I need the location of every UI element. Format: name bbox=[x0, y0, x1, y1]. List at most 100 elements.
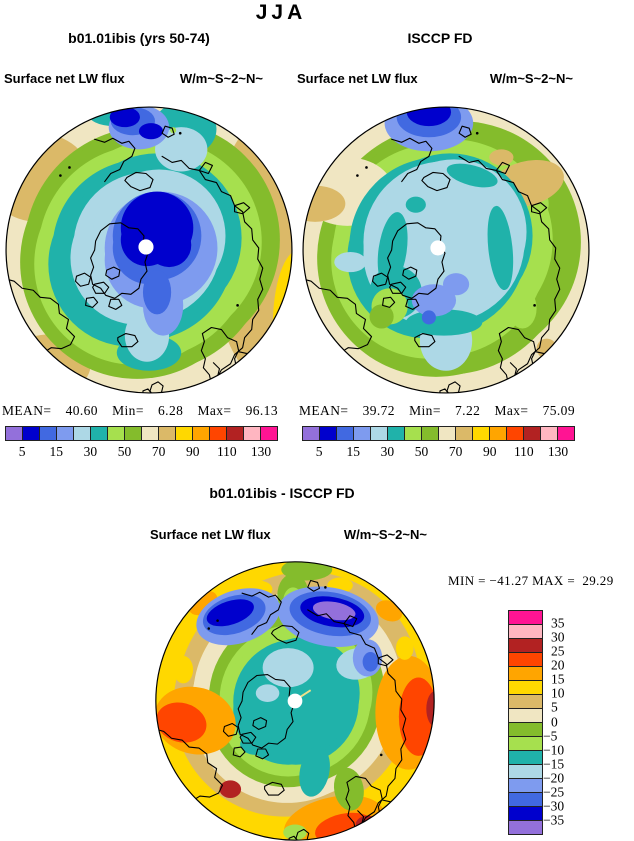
model-units-label: W/m~S~2~N~ bbox=[179, 71, 263, 86]
colorbar-tick-label: 90 bbox=[482, 444, 497, 459]
diff-colorbar bbox=[508, 610, 543, 835]
colorbar-cell bbox=[404, 427, 421, 440]
colorbar-tick-label: 50 bbox=[117, 444, 132, 459]
colorbar-tick-label: −25 bbox=[543, 784, 565, 800]
colorbar-cell bbox=[509, 666, 542, 680]
colorbar-tick-label: −15 bbox=[543, 756, 565, 772]
model-max-value: 96.13 bbox=[245, 403, 278, 418]
colorbar-cell bbox=[336, 427, 353, 440]
colorbar-cell bbox=[209, 427, 226, 440]
colorbar-tick-label: 25 bbox=[551, 643, 565, 659]
model-mean-label: MEAN= bbox=[2, 403, 52, 418]
colorbar-tick-label: 30 bbox=[551, 629, 565, 645]
obs-stats-row: MEAN= 39.72 Min= 7.22 Max= 75.09 bbox=[299, 403, 575, 419]
pole-dot bbox=[138, 239, 154, 255]
colorbar-cell bbox=[90, 427, 107, 440]
colorbar-cell bbox=[509, 792, 542, 806]
model-colorbar bbox=[5, 426, 278, 441]
colorbar-cell bbox=[506, 427, 523, 440]
colorbar-tick-label: 90 bbox=[185, 444, 200, 459]
colorbar-cell bbox=[158, 427, 175, 440]
diff-minmax-label: MIN = −41.27 MAX = 29.29 bbox=[448, 573, 614, 588]
obs-mean-value: 39.72 bbox=[362, 403, 395, 418]
pole-dot bbox=[287, 693, 303, 709]
colorbar-cell bbox=[509, 611, 542, 624]
colorbar-cell bbox=[260, 427, 277, 440]
colorbar-cell bbox=[509, 624, 542, 638]
colorbar-cell bbox=[509, 736, 542, 750]
colorbar-tick-label: 15 bbox=[551, 671, 565, 687]
colorbar-cell bbox=[387, 427, 404, 440]
model-map bbox=[5, 106, 293, 394]
colorbar-tick-label: 50 bbox=[414, 444, 429, 459]
colorbar-tick-label: 30 bbox=[380, 444, 395, 459]
colorbar-cell bbox=[509, 806, 542, 820]
model-min-label: Min= bbox=[112, 403, 144, 418]
colorbar-tick-label: 15 bbox=[49, 444, 63, 459]
colorbar-tick-label: 0 bbox=[551, 714, 558, 730]
model-stats-row: MEAN= 40.60 Min= 6.28 Max= 96.13 bbox=[2, 403, 278, 419]
model-colorbar-ticks: 5 15 30 50 70 90 110 130 bbox=[5, 444, 278, 460]
diff-colorbar-ticks: 35 30 25 20 15 10 5 0 −5 −10 −15 −20 −25 −30 −35 bbox=[543, 610, 588, 835]
colorbar-cell bbox=[509, 694, 542, 708]
model-variable-label: Surface net LW flux bbox=[4, 71, 125, 86]
colorbar-cell bbox=[509, 722, 542, 736]
diff-subtitle-row: Surface net LW flux W/m~S~2~N~ bbox=[150, 527, 427, 542]
colorbar-cell bbox=[509, 652, 542, 666]
colorbar-cell bbox=[509, 638, 542, 652]
obs-colorbar-ticks: 5 15 30 50 70 90 110 130 bbox=[302, 444, 575, 460]
colorbar-tick-label: 35 bbox=[551, 615, 565, 631]
model-panel-title: b01.01ibis (yrs 50-74) bbox=[68, 30, 210, 46]
colorbar-cell bbox=[472, 427, 489, 440]
colorbar-tick-label: 5 bbox=[315, 444, 323, 459]
colorbar-cell bbox=[523, 427, 540, 440]
obs-subtitle-row: Surface net LW flux W/m~S~2~N~ bbox=[297, 71, 573, 86]
colorbar-cell bbox=[73, 427, 90, 440]
colorbar-tick-label: 110 bbox=[513, 444, 534, 459]
colorbar-tick-label: 30 bbox=[83, 444, 98, 459]
colorbar-tick-label: 130 bbox=[250, 444, 272, 459]
colorbar-tick-label: −30 bbox=[543, 798, 565, 814]
diff-map bbox=[155, 561, 435, 841]
colorbar-tick-label: 10 bbox=[551, 686, 565, 702]
diff-variable-label: Surface net LW flux bbox=[150, 527, 271, 542]
obs-min-label: Min= bbox=[409, 403, 441, 418]
obs-min-value: 7.22 bbox=[455, 403, 481, 418]
colorbar-tick-label: −35 bbox=[543, 812, 565, 828]
model-subtitle-row: Surface net LW flux W/m~S~2~N~ bbox=[4, 71, 263, 86]
colorbar-cell bbox=[6, 427, 22, 440]
obs-max-value: 75.09 bbox=[542, 403, 575, 418]
colorbar-tick-label: 130 bbox=[547, 444, 569, 459]
obs-colorbar bbox=[302, 426, 575, 441]
obs-panel-title: ISCCP FD bbox=[407, 30, 473, 46]
colorbar-cell bbox=[509, 750, 542, 764]
colorbar-cell bbox=[39, 427, 56, 440]
colorbar-tick-label: −5 bbox=[543, 728, 558, 744]
colorbar-cell bbox=[509, 778, 542, 792]
colorbar-cell bbox=[455, 427, 472, 440]
obs-mean-label: MEAN= bbox=[299, 403, 349, 418]
colorbar-cell bbox=[175, 427, 192, 440]
colorbar-cell bbox=[319, 427, 336, 440]
colorbar-cell bbox=[438, 427, 455, 440]
obs-max-label: Max= bbox=[494, 403, 529, 418]
figure-title: JJA bbox=[255, 1, 307, 24]
colorbar-cell bbox=[509, 708, 542, 722]
colorbar-cell bbox=[489, 427, 506, 440]
pole-dot bbox=[430, 240, 446, 256]
colorbar-tick-label: 110 bbox=[216, 444, 237, 459]
model-max-label: Max= bbox=[197, 403, 232, 418]
colorbar-cell bbox=[192, 427, 209, 440]
colorbar-tick-label: 15 bbox=[346, 444, 360, 459]
colorbar-tick-label: 70 bbox=[448, 444, 463, 459]
colorbar-cell bbox=[124, 427, 141, 440]
model-mean-value: 40.60 bbox=[65, 403, 98, 418]
colorbar-cell bbox=[22, 427, 39, 440]
colorbar-cell bbox=[509, 764, 542, 778]
colorbar-cell bbox=[421, 427, 438, 440]
model-min-value: 6.28 bbox=[158, 403, 184, 418]
colorbar-tick-label: 20 bbox=[551, 657, 565, 673]
colorbar-cell bbox=[509, 680, 542, 694]
obs-variable-label: Surface net LW flux bbox=[297, 71, 418, 86]
